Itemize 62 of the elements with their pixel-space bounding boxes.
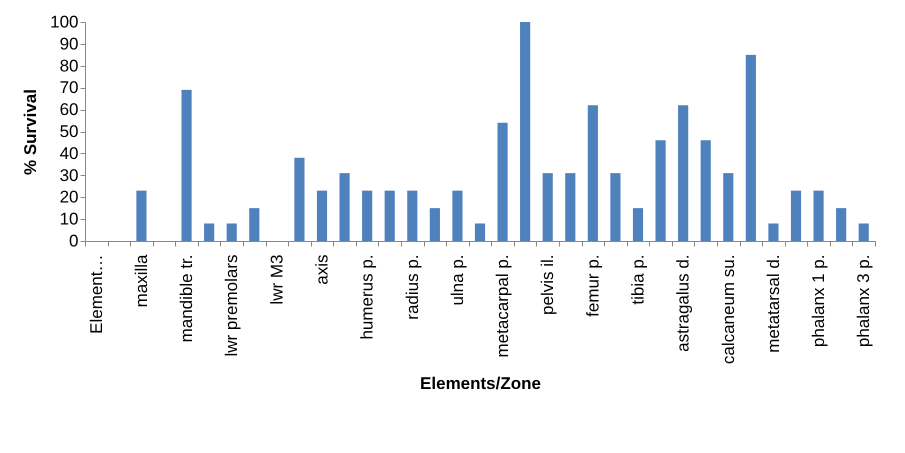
y-tick-label: 80 — [60, 56, 78, 76]
x-tick-label: ulna p. — [448, 254, 467, 306]
y-tick-label: 10 — [60, 210, 78, 229]
bar — [384, 190, 395, 241]
bar — [430, 208, 440, 241]
x-tick-label: mandible tr. — [177, 254, 196, 342]
bar — [655, 140, 666, 241]
bar — [474, 223, 486, 241]
x-tick-label: lwr premolars — [222, 254, 242, 357]
bar — [746, 54, 756, 241]
y-tick-label: 100 — [50, 12, 78, 32]
bar — [181, 90, 192, 241]
x-tick-label: axis — [312, 254, 332, 285]
y-axis-title: % Survival — [21, 89, 40, 175]
x-tick-label: humerus p. — [358, 254, 377, 340]
bar — [339, 173, 350, 241]
bar — [407, 190, 418, 241]
y-tick-label: 60 — [60, 100, 78, 120]
bar — [700, 140, 711, 241]
bar — [588, 105, 598, 241]
bar — [836, 208, 846, 241]
bar — [204, 223, 214, 241]
x-tick-label: pelvis il. — [538, 254, 558, 315]
y-tick-label: 40 — [60, 144, 78, 163]
y-tick-label: 0 — [69, 232, 78, 250]
x-tick-label: calcaneum su. — [718, 254, 738, 364]
y-tick-label: 20 — [60, 188, 78, 207]
x-tick-label: phalanx 1 p. — [809, 254, 828, 348]
bar — [497, 122, 508, 241]
x-tick-label: femur p. — [583, 254, 602, 317]
x-tick-label: lwr M3 — [267, 254, 286, 305]
bar — [858, 223, 869, 241]
y-tick-label: 30 — [60, 166, 78, 185]
bar — [723, 173, 734, 241]
bar — [136, 190, 147, 241]
bar — [316, 190, 328, 241]
bar — [565, 173, 576, 241]
x-tick-label: Element… — [86, 254, 106, 334]
bar — [362, 190, 372, 241]
bar — [226, 223, 237, 241]
bar — [768, 223, 779, 241]
bar — [610, 173, 621, 241]
y-tick-label: 50 — [60, 122, 78, 141]
y-tick-label: 90 — [60, 34, 78, 54]
bar — [520, 22, 530, 241]
y-tick-label: 70 — [60, 78, 78, 98]
x-tick-label: metatarsal d. — [764, 254, 783, 353]
bar — [294, 158, 305, 241]
bar — [632, 208, 644, 241]
x-tick-label: phalanx 3 p. — [854, 254, 874, 348]
x-axis-title: Elements/Zone — [420, 374, 541, 394]
x-tick-label: tibia p. — [628, 254, 648, 305]
x-tick-label: radius p. — [402, 254, 422, 320]
bar — [249, 208, 260, 241]
x-tick-label: astragalus d. — [674, 254, 693, 352]
bar — [452, 190, 463, 241]
bar — [678, 105, 688, 241]
bar — [542, 173, 553, 241]
x-tick-label: metacarpal p. — [493, 254, 512, 358]
bar — [790, 190, 802, 241]
x-tick-label: maxilla — [132, 254, 151, 308]
bar — [813, 190, 824, 241]
